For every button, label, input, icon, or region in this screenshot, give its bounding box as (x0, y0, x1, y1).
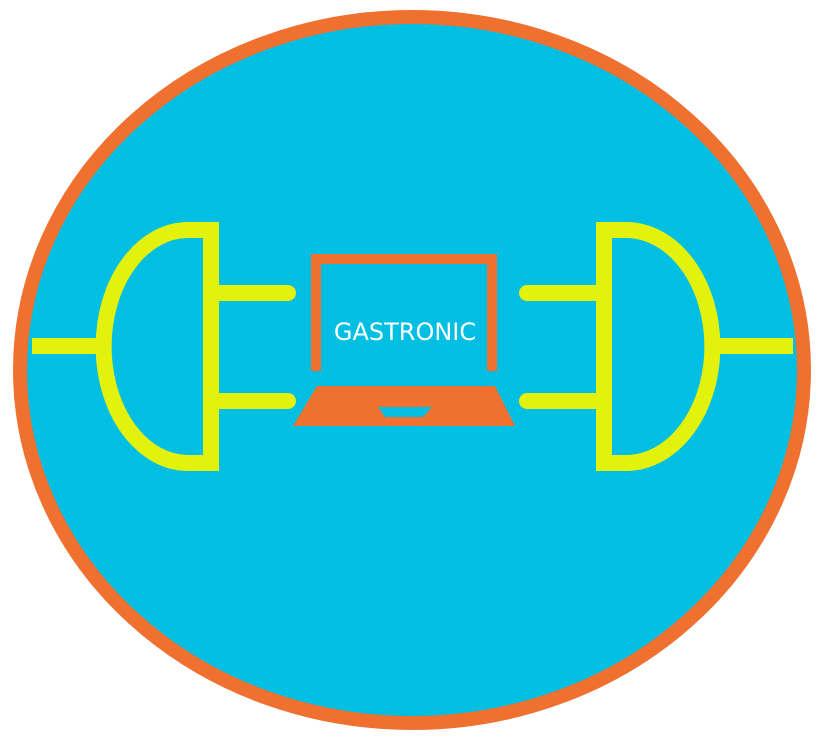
laptop-base (293, 386, 515, 426)
laptop-screen (311, 254, 497, 371)
logo-circle (13, 10, 811, 730)
power-plug-right-icon (519, 222, 793, 471)
laptop-icon (293, 254, 515, 426)
laptop-touchpad (378, 407, 432, 417)
brand-name: GASTRONIC (333, 318, 477, 346)
power-plug-left-icon (32, 222, 296, 471)
